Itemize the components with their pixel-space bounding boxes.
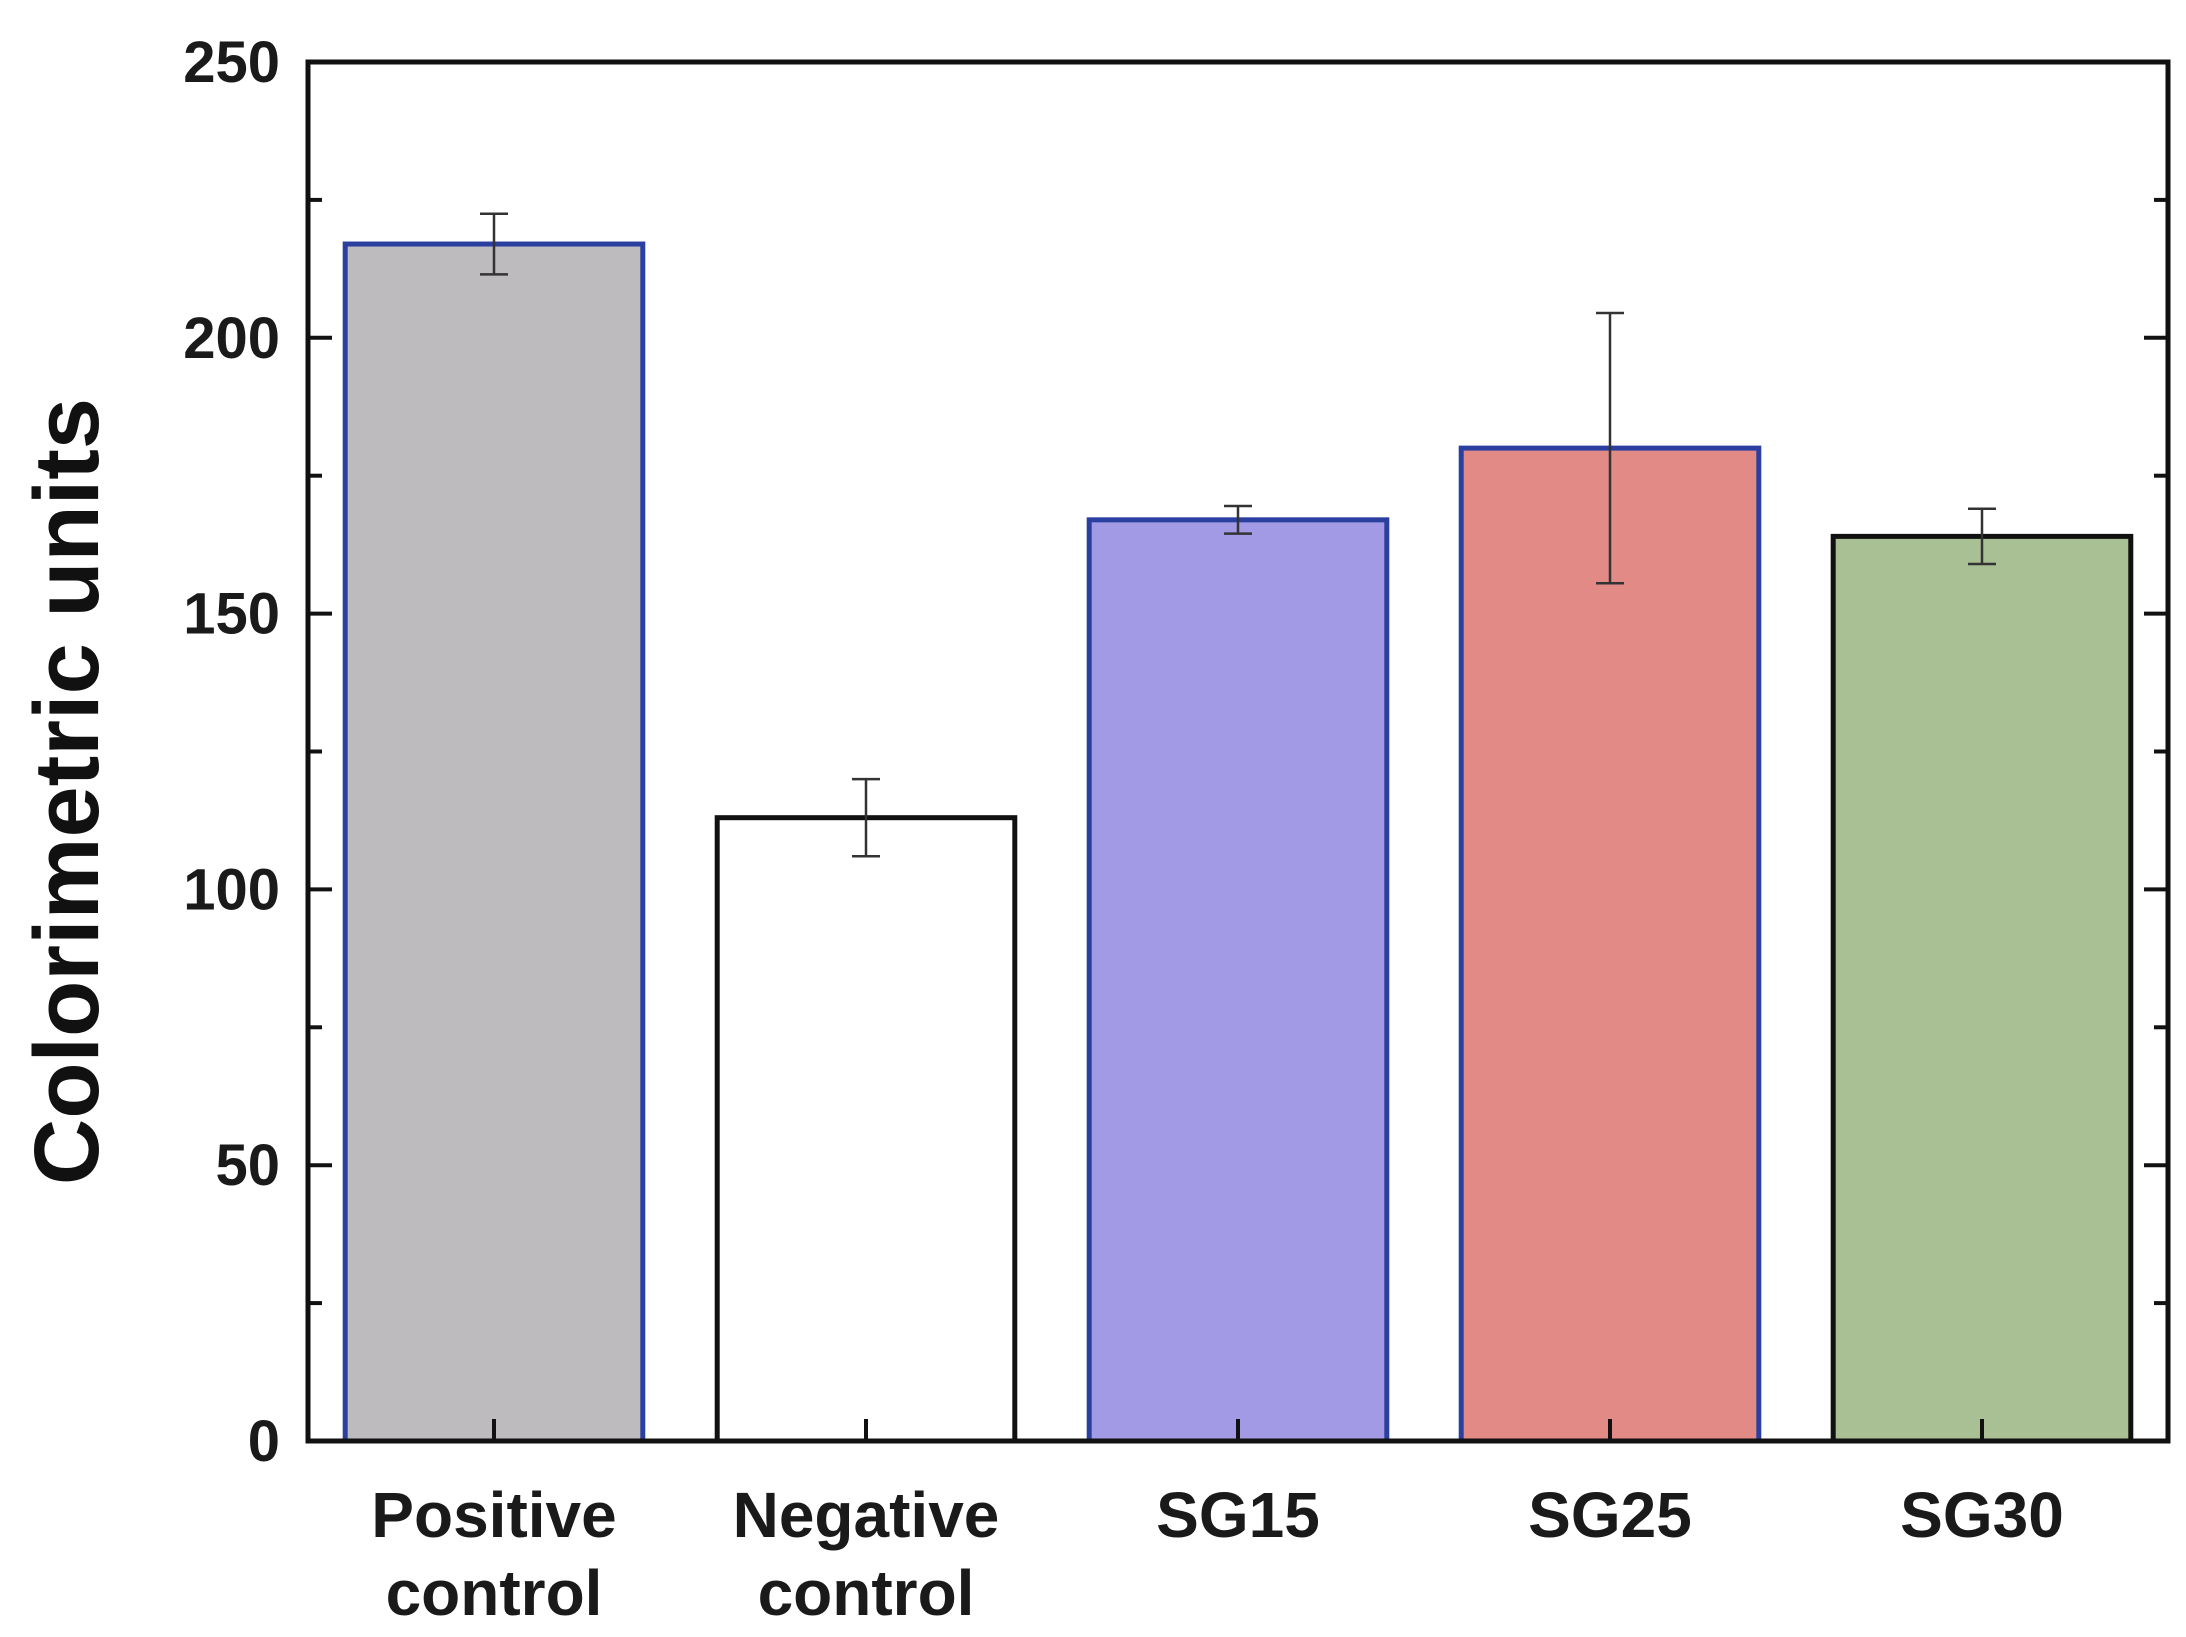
bar-3 — [1458, 445, 1762, 1444]
axis-ticks — [308, 60, 2168, 1443]
x-tick-label-line: SG30 — [1900, 1479, 2064, 1551]
bar-4 — [1830, 533, 2134, 1444]
x-tick-label-line: control — [386, 1557, 603, 1629]
x-tick-label-line: control — [758, 1557, 975, 1629]
error-bars — [480, 212, 1996, 858]
y-tick-label-0: 0 — [248, 1409, 280, 1474]
x-tick-label-line: SG25 — [1528, 1479, 1692, 1551]
x-tick-label-line: SG15 — [1156, 1479, 1320, 1551]
y-tick-label-1: 50 — [215, 1133, 280, 1198]
bar-0 — [342, 241, 646, 1444]
x-tick-label-0: Positive control — [371, 1479, 616, 1629]
x-tick-label-4: SG30 — [1900, 1479, 2064, 1551]
bar-1 — [714, 815, 1018, 1444]
y-axis-title: Colorimetric units — [16, 398, 118, 1185]
bar-2 — [1086, 517, 1390, 1444]
x-tick-label-2: SG15 — [1156, 1479, 1320, 1551]
x-tick-label-3: SG25 — [1528, 1479, 1692, 1551]
y-tick-label-4: 200 — [183, 306, 280, 371]
x-tick-label-line: Positive — [371, 1479, 616, 1551]
x-tick-label-line: Negative — [733, 1479, 1000, 1551]
y-tick-label-2: 100 — [183, 857, 280, 922]
bars — [342, 241, 2134, 1444]
x-tick-label-1: Negative control — [733, 1479, 1000, 1629]
y-tick-label-5: 250 — [183, 30, 280, 95]
y-tick-label-3: 150 — [183, 582, 280, 647]
